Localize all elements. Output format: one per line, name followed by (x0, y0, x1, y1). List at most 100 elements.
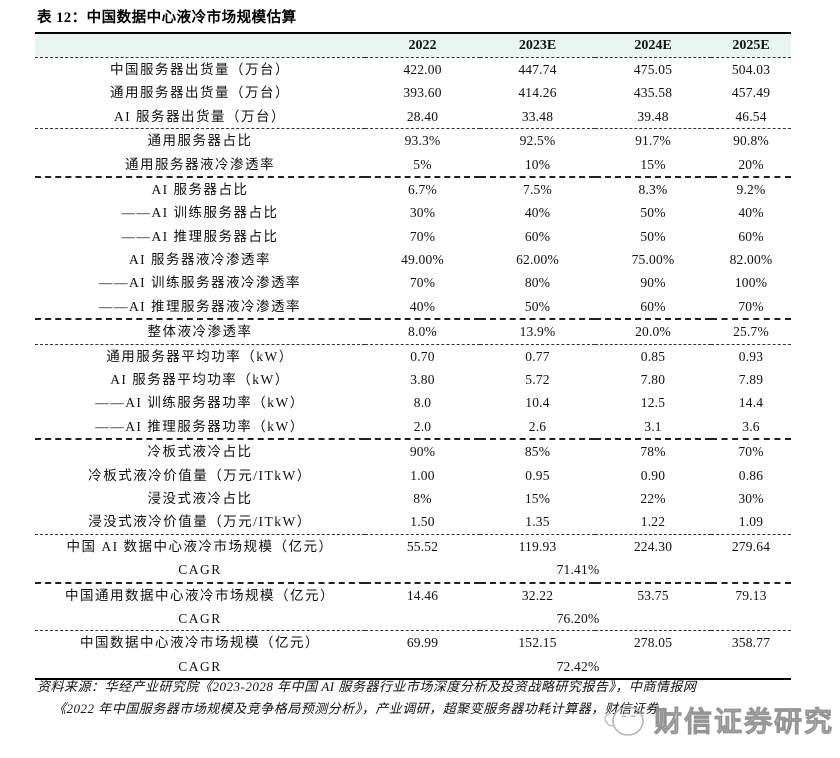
cell-value: 75.00% (631, 252, 675, 268)
cell-value: 15% (640, 156, 666, 172)
table-row: ——AI 推理服务器占比 70% 60% 50% 60% (35, 225, 791, 248)
cell-value: 60% (738, 228, 764, 244)
table-row: 冷板式液冷占比 90% 85% 78% 70% (35, 438, 791, 464)
cell-value: 2.0 (413, 418, 432, 434)
row-label: ——AI 训练服务器液冷渗透率 (98, 275, 302, 291)
table-row: 中国 AI 数据中心液冷市场规模（亿元） 55.52 119.93 224.30 279… (35, 533, 791, 559)
cell-value: 62.00% (516, 252, 559, 268)
row-label: AI 服务器液冷渗透率 (128, 252, 272, 268)
cell-value: 3.6 (742, 418, 760, 434)
cell-value: 1.00 (410, 467, 435, 483)
cell-value: 224.30 (595, 533, 711, 559)
cell-value: 30% (409, 205, 436, 221)
cell-value: 90% (640, 275, 666, 291)
cell-value: 53.75 (595, 581, 711, 607)
row-label: CAGR (178, 562, 222, 578)
cell-value: 8.3% (595, 175, 711, 202)
table-row: AI 服务器平均功率（kW） 3.80 5.72 7.80 7.89 (35, 368, 791, 391)
cell-value: 80% (524, 275, 551, 291)
cell-value: 7.80 (640, 372, 666, 388)
table-row: ——AI 训练服务器占比 30% 40% 50% 40% (35, 201, 791, 224)
cell-value: 9.2% (711, 175, 791, 202)
table-row: 冷板式液冷价值量（万元/ITkW） 1.00 0.95 0.90 0.86 (35, 464, 791, 487)
cell-value: 119.93 (480, 533, 595, 559)
cell-value: 278.05 (595, 630, 711, 655)
cagr-span-value: 76.20% (556, 610, 600, 626)
row-label: 整体液冷渗透率 (35, 318, 365, 345)
cell-value: 447.74 (480, 57, 595, 82)
cell-value: 40% (738, 205, 764, 221)
cell-value: 40% (524, 205, 551, 221)
cell-value: 15% (524, 490, 551, 506)
row-label: 冷板式液冷价值量（万元/ITkW） (88, 467, 312, 483)
cell-value: 25.7% (711, 318, 791, 345)
table-row: ——AI 训练服务器液冷渗透率 70% 80% 90% 100% (35, 272, 791, 295)
row-label: 中国 AI 数据中心液冷市场规模（亿元） (35, 533, 365, 559)
cell-value: 422.00 (365, 57, 480, 82)
cell-value: 0.90 (640, 467, 666, 483)
table-row: 通用服务器出货量（万台） 393.60 414.26 435.58 457.49 (35, 81, 791, 104)
header-row: 2022 2023E 2024E 2025E (35, 33, 791, 58)
cell-value: 152.15 (480, 630, 595, 655)
cell-value: 414.26 (518, 85, 557, 101)
cell-value: 92.5% (480, 128, 595, 153)
cell-value: 70% (409, 228, 436, 244)
cell-value: 2.6 (528, 418, 547, 434)
table-title: 表 12：中国数据中心液冷市场规模估算 (37, 10, 297, 26)
cell-value: 279.64 (711, 533, 791, 559)
cell-value: 1.50 (410, 514, 435, 530)
cell-value: 50% (524, 298, 551, 314)
table-header: 2022 2023E 2024E 2025E (35, 33, 791, 58)
table-row: 中国通用数据中心液冷市场规模（亿元） 14.46 32.22 53.75 79.13 (35, 581, 791, 607)
table-row: 通用服务器液冷渗透率 5% 10% 15% 20% (35, 153, 791, 177)
cell-value: 90% (365, 438, 480, 464)
cell-value: 91.7% (595, 128, 711, 153)
cell-value: 70% (711, 438, 791, 464)
cell-value: 20.0% (595, 318, 711, 345)
cell-value: 78% (595, 438, 711, 464)
cell-value: 0.77 (480, 343, 595, 369)
cell-value: 30% (738, 490, 764, 506)
cell-value: 3.1 (644, 418, 662, 434)
cell-value: 7.89 (738, 372, 764, 388)
cell-value: 435.58 (633, 85, 673, 101)
cell-value: 60% (640, 298, 666, 314)
cell-value: 1.09 (738, 514, 764, 530)
column-header-2022: 2022 (365, 33, 480, 58)
cell-value: 5% (413, 156, 432, 172)
row-label: 浸没式液冷价值量（万元/ITkW） (88, 514, 312, 530)
cell-value: 13.9% (480, 318, 595, 345)
row-label: AI 服务器出货量（万台） (113, 108, 287, 124)
cell-value: 49.00% (401, 252, 444, 268)
column-header-2025e: 2025E (711, 33, 791, 58)
table-row: 浸没式液冷价值量（万元/ITkW） 1.50 1.35 1.22 1.09 (35, 510, 791, 534)
row-label: 通用服务器占比 (35, 128, 365, 153)
row-label: AI 服务器占比 (35, 175, 365, 202)
table-row: ——AI 推理服务器功率（kW） 2.0 2.6 3.1 3.6 (35, 415, 791, 439)
cell-value: 0.93 (711, 343, 791, 369)
cell-value: 93.3% (365, 128, 480, 153)
row-label: ——AI 训练服务器占比 (121, 205, 279, 221)
source-line-1: 资料来源：华经产业研究院《2023-2028 年中国 AI 服务器行业市场深度分… (37, 679, 697, 694)
table-row: CAGR 76.20% (35, 607, 791, 631)
row-label: CAGR (178, 610, 222, 626)
cell-value: 1.35 (525, 514, 550, 530)
source-line-2: 《2022 年中国服务器市场规模及竞争格局预测分析》，产业调研，超聚变服务器功耗… (53, 701, 659, 716)
row-label: 中国通用数据中心液冷市场规模（亿元） (35, 581, 365, 607)
cell-value: 70% (409, 275, 436, 291)
cell-value: 393.60 (403, 85, 442, 101)
cell-value: 475.05 (595, 57, 711, 82)
cell-value: 1.22 (640, 514, 666, 530)
cell-value: 8% (413, 490, 432, 506)
cell-value: 358.77 (711, 630, 791, 655)
cell-value: 55.52 (365, 533, 480, 559)
cell-value: 10% (524, 156, 551, 172)
table-row: AI 服务器液冷渗透率 49.00% 62.00% 75.00% 82.00% (35, 248, 791, 271)
cell-value: 100% (734, 275, 768, 291)
cell-value: 5.72 (525, 372, 550, 388)
row-label: ——AI 推理服务器液冷渗透率 (98, 298, 302, 314)
cell-value: 20% (738, 156, 764, 172)
cagr-span-value: 72.42% (556, 658, 600, 674)
table-row: AI 服务器占比 6.7% 7.5% 8.3% 9.2% (35, 175, 791, 202)
cell-value: 10.4 (525, 395, 550, 411)
